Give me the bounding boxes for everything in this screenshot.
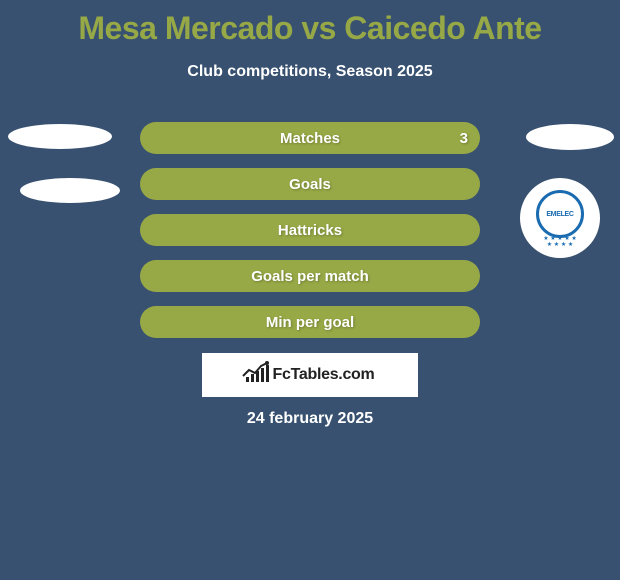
player-left-badge-2 — [20, 178, 120, 203]
stat-label: Hattricks — [278, 222, 342, 239]
brand-name: FcTables.com — [273, 366, 375, 384]
stat-bar-goals-per-match: Goals per match — [140, 260, 480, 292]
emelec-stars-icon: ★ ★ ★ ★ ★★ ★ ★ ★ — [530, 236, 590, 248]
player-right-badge-1 — [526, 124, 614, 150]
emelec-label: EMELEC — [546, 211, 573, 218]
stat-bar-hattricks: Hattricks — [140, 214, 480, 246]
subtitle: Club competitions, Season 2025 — [0, 63, 620, 81]
stats-bars: Matches 3 Goals Hattricks Goals per matc… — [140, 122, 480, 352]
brand-box: FcTables.com — [202, 353, 418, 397]
stat-label: Matches — [280, 130, 340, 147]
page-title: Mesa Mercado vs Caicedo Ante — [0, 0, 620, 47]
stat-bar-goals: Goals — [140, 168, 480, 200]
stat-label: Goals per match — [251, 268, 369, 285]
player-right-badge-emelec: EMELEC ★ ★ ★ ★ ★★ ★ ★ ★ — [520, 178, 600, 258]
stat-label: Goals — [289, 176, 331, 193]
player-left-badge-1 — [8, 124, 112, 149]
stat-bar-matches: Matches 3 — [140, 122, 480, 154]
stat-value-right: 3 — [460, 130, 468, 147]
stat-bar-min-per-goal: Min per goal — [140, 306, 480, 338]
date-text: 24 february 2025 — [0, 410, 620, 428]
bar-chart-icon — [246, 364, 269, 387]
stat-label: Min per goal — [266, 314, 354, 331]
